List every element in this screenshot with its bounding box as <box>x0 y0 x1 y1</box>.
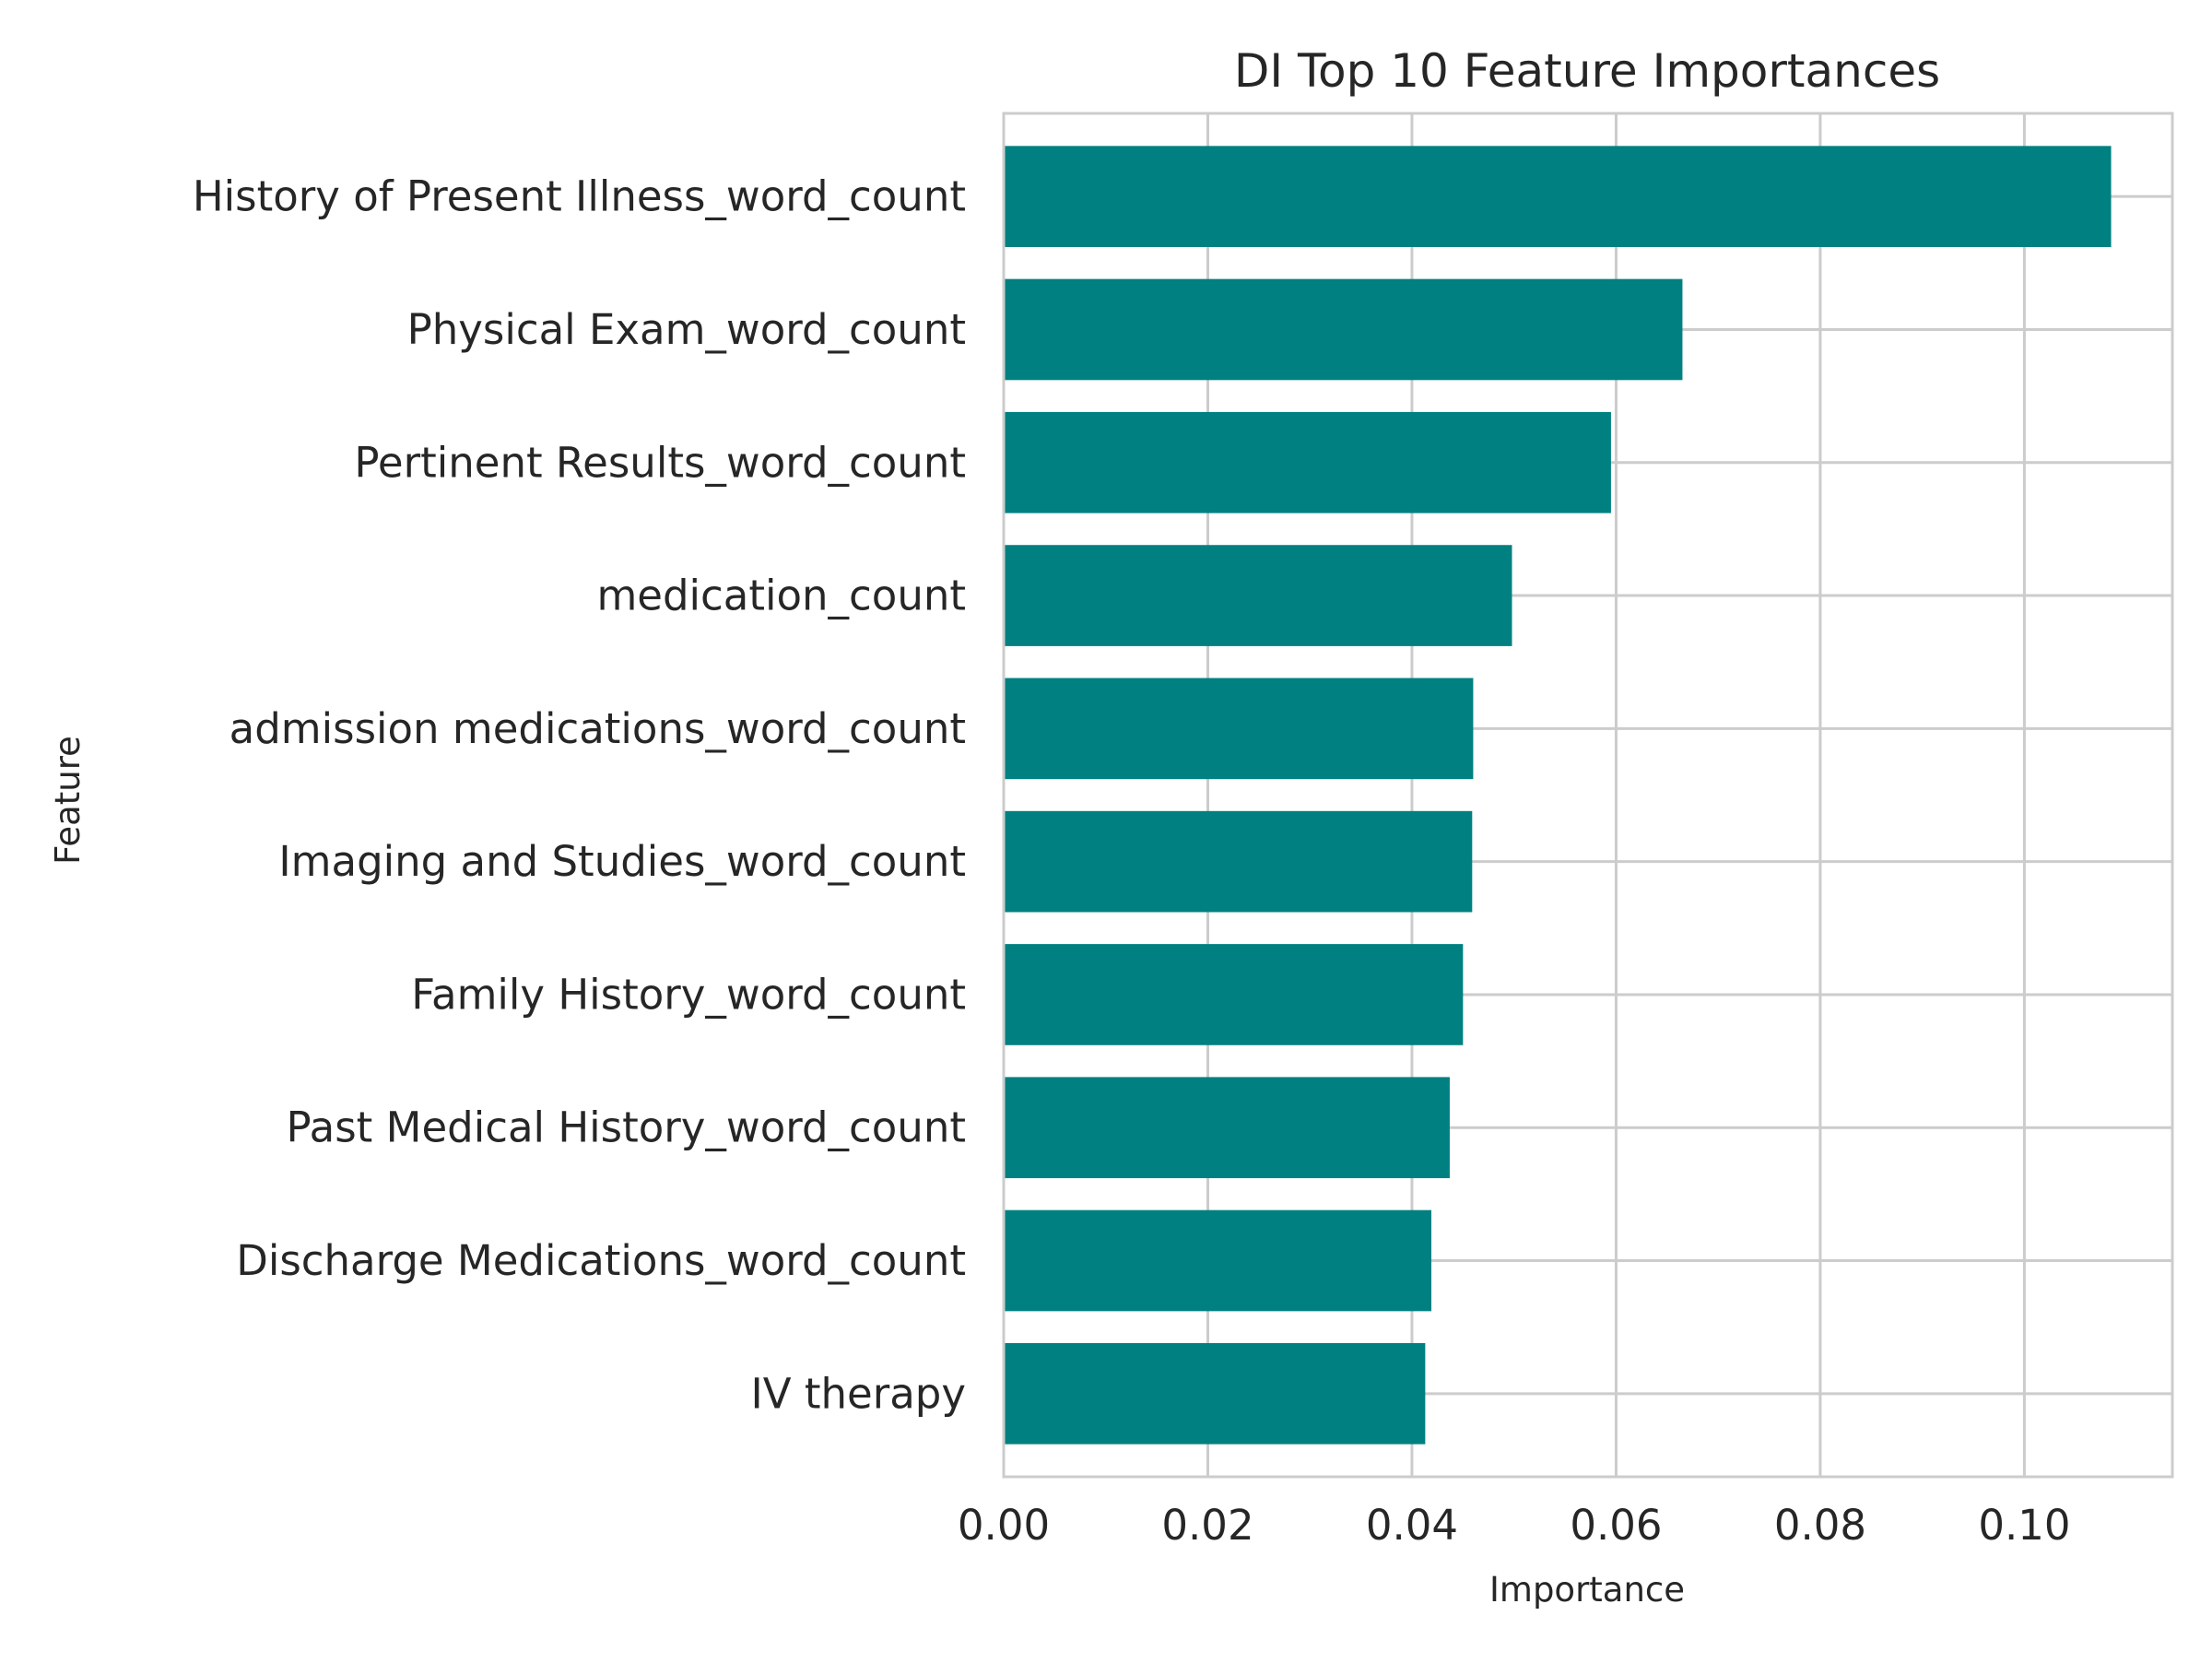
y-tick-label: medication_count <box>596 572 966 620</box>
y-axis-label: Feature <box>48 736 88 865</box>
y-tick-label: IV therapy <box>751 1369 966 1418</box>
x-tick-label: 0.10 <box>1978 1501 2070 1550</box>
y-tick-label: Past Medical History_word_count <box>287 1103 966 1152</box>
x-tick-label: 0.08 <box>1774 1501 1866 1550</box>
x-tick-label: 0.00 <box>958 1501 1050 1550</box>
y-tick-label: admission medications_word_count <box>229 704 966 753</box>
x-tick-label: 0.06 <box>1570 1501 1662 1550</box>
x-tick-labels: 0.00 0.02 0.04 0.06 0.08 0.10 <box>958 1501 2071 1550</box>
bar <box>1004 678 1474 780</box>
bar <box>1004 146 2112 248</box>
bar <box>1004 278 1683 381</box>
bar <box>1004 1077 1450 1179</box>
bar <box>1004 810 1473 913</box>
bar <box>1004 1209 1432 1312</box>
bars <box>1004 146 2112 1445</box>
y-tick-label: Family History_word_count <box>411 970 966 1019</box>
chart-title: DI Top 10 Feature Importances <box>1234 44 1940 98</box>
x-tick-label: 0.04 <box>1366 1501 1458 1550</box>
bar <box>1004 1342 1426 1445</box>
x-tick-label: 0.02 <box>1161 1501 1253 1550</box>
y-tick-label: History of Present Illness_word_count <box>193 172 966 221</box>
y-tick-label: Physical Exam_word_count <box>407 305 966 354</box>
bar <box>1004 411 1611 513</box>
y-tick-label: Imaging and Studies_word_count <box>278 837 966 886</box>
x-axis-label: Importance <box>1489 1570 1685 1610</box>
y-tick-labels: History of Present Illness_word_count Phy… <box>193 172 966 1419</box>
plot-frame <box>1002 112 2174 1479</box>
y-tick-label: Pertinent Results_word_count <box>354 438 966 487</box>
y-tick-label: Discharge Medications_word_count <box>236 1236 966 1285</box>
bar <box>1004 944 1464 1045</box>
bar <box>1004 545 1512 646</box>
